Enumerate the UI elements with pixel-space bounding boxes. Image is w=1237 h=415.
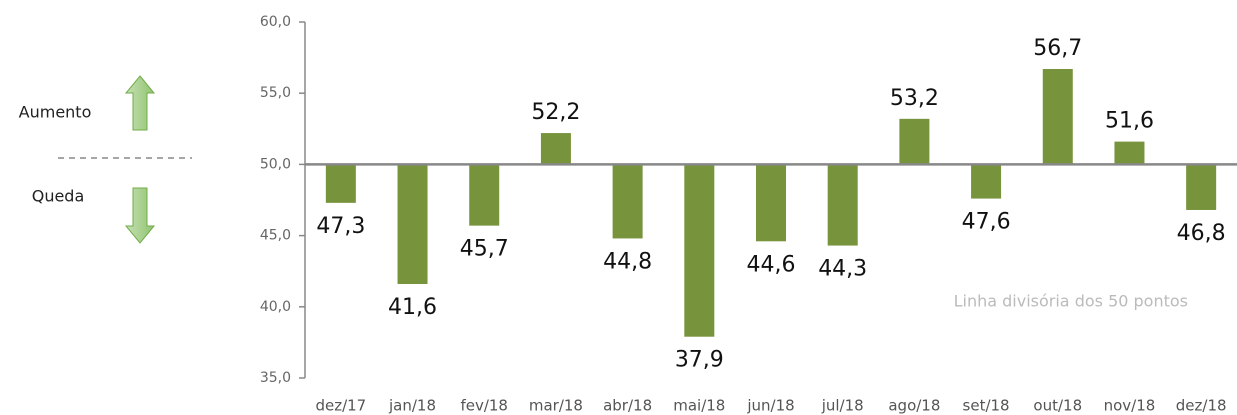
value-label: 52,2 xyxy=(531,100,580,125)
y-tick-label: 40,0 xyxy=(260,299,291,315)
bar xyxy=(397,164,428,285)
y-tick-label: 55,0 xyxy=(260,85,291,101)
value-label: 47,6 xyxy=(962,210,1011,235)
x-tick-label: mai/18 xyxy=(673,397,725,415)
value-label: 44,8 xyxy=(603,249,652,274)
legend-up-label: Aumento xyxy=(19,103,92,122)
y-tick-label: 35,0 xyxy=(260,370,291,386)
legend-down-label: Queda xyxy=(32,187,85,206)
value-label: 47,3 xyxy=(316,214,365,239)
bar xyxy=(540,133,571,165)
x-tick-label: out/18 xyxy=(1033,397,1082,415)
value-label: 37,9 xyxy=(675,348,724,373)
y-tick-label: 50,0 xyxy=(260,156,291,172)
x-tick-label: mar/18 xyxy=(529,397,583,415)
x-tick-label: jun/18 xyxy=(746,397,794,415)
bar xyxy=(1114,141,1145,165)
annotation: Linha divisória dos 50 pontos xyxy=(954,292,1188,311)
x-tick-label: dez/18 xyxy=(1176,397,1227,415)
x-tick-label: abr/18 xyxy=(603,397,652,415)
bar xyxy=(612,164,643,239)
bar xyxy=(899,118,930,165)
value-label: 44,6 xyxy=(747,252,796,277)
y-tick-label: 45,0 xyxy=(260,228,291,244)
y-tick-label: 60,0 xyxy=(260,14,291,30)
up-arrow xyxy=(124,75,156,131)
down-arrow xyxy=(124,187,156,244)
value-label: 51,6 xyxy=(1105,109,1154,134)
x-tick-label: jul/18 xyxy=(821,397,864,415)
bar xyxy=(469,164,500,226)
x-tick-label: set/18 xyxy=(963,397,1010,415)
x-tick-label: dez/17 xyxy=(315,397,366,415)
x-tick-label: fev/18 xyxy=(460,397,508,415)
bar xyxy=(827,164,858,246)
x-tick-label: ago/18 xyxy=(888,397,940,415)
x-tick-label: jan/18 xyxy=(388,397,436,415)
value-label: 45,7 xyxy=(460,237,509,262)
bar xyxy=(1042,68,1073,165)
x-tick-label: nov/18 xyxy=(1104,397,1156,415)
bar xyxy=(1186,164,1217,210)
value-label: 41,6 xyxy=(388,295,437,320)
value-label: 44,3 xyxy=(818,257,867,282)
bar xyxy=(971,164,1002,199)
bar xyxy=(756,164,786,242)
value-label: 46,8 xyxy=(1177,221,1226,246)
value-label: 56,7 xyxy=(1033,36,1082,61)
bar xyxy=(684,164,715,337)
bar xyxy=(325,164,356,203)
value-label: 53,2 xyxy=(890,86,939,111)
